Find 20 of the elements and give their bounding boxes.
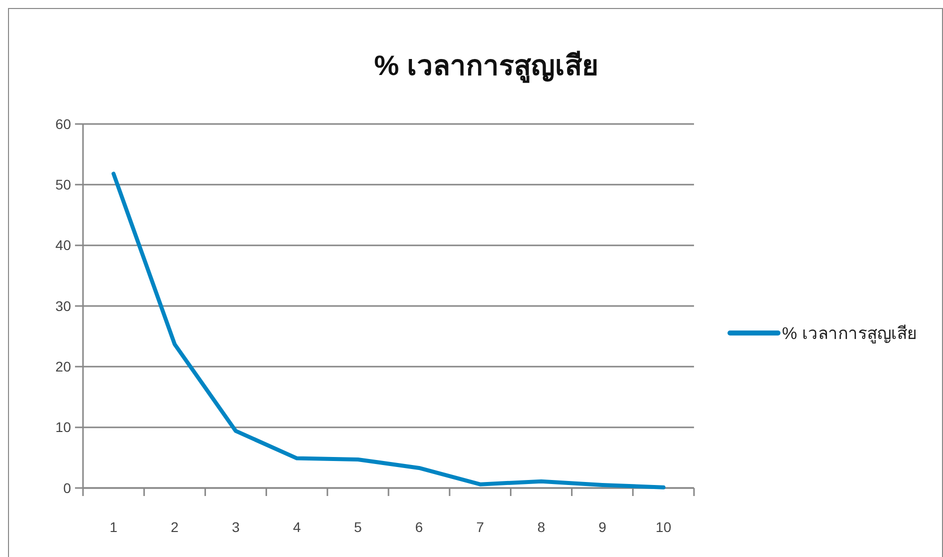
- y-tick-label: 10: [55, 419, 72, 436]
- x-tick-label: 9: [598, 519, 606, 535]
- x-tick-label: 10: [656, 519, 672, 535]
- y-tick-label: 30: [55, 298, 72, 314]
- x-tick-label: 2: [170, 519, 179, 535]
- chart-title: % เวลาการสูญเสีย: [374, 50, 598, 83]
- x-tick-label: 3: [232, 519, 240, 535]
- y-tick-label: 50: [55, 176, 72, 193]
- x-tick-label: 8: [537, 519, 546, 535]
- legend-label: % เวลาการสูญเสีย: [782, 324, 917, 344]
- line-series: [112, 172, 666, 490]
- x-tick-label: 4: [292, 519, 301, 535]
- y-tick-label: 40: [55, 237, 72, 254]
- x-tick-label: 6: [415, 519, 424, 535]
- y-tick-label: 20: [55, 358, 72, 375]
- x-tick-label: 5: [354, 519, 362, 535]
- x-tick-label: 7: [476, 519, 484, 535]
- x-tick-label: 1: [110, 519, 118, 535]
- y-tick-label: 60: [55, 116, 72, 132]
- y-tick-label: 0: [63, 480, 72, 496]
